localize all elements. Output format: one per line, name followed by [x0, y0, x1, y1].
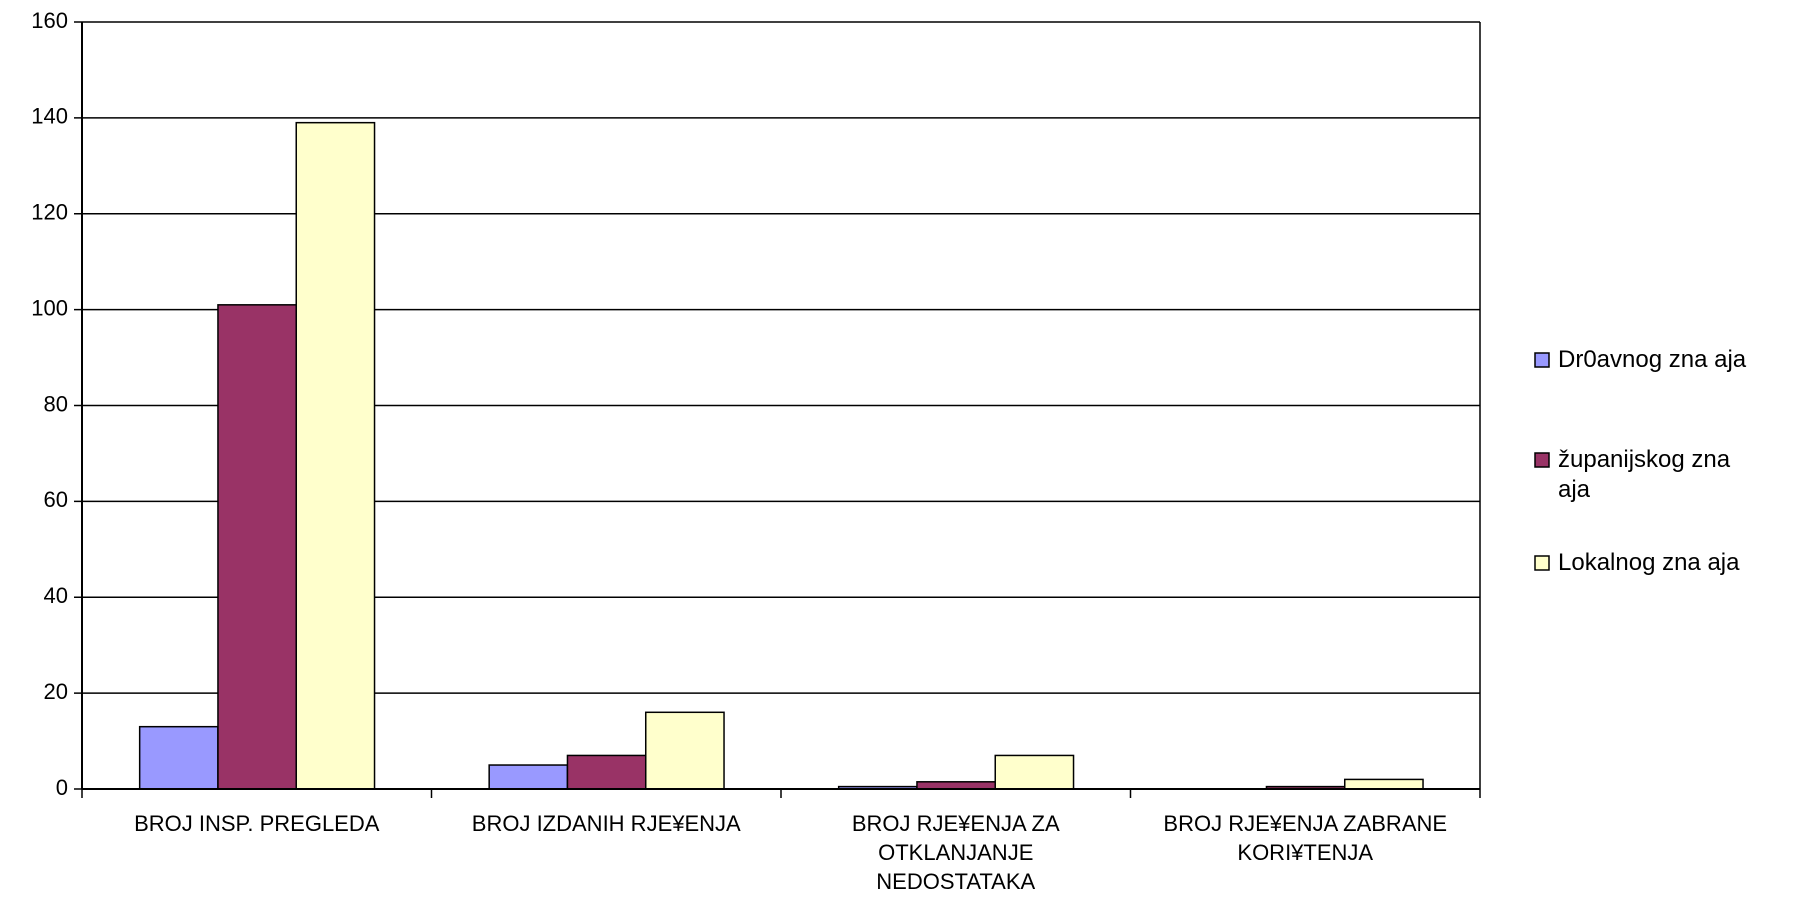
bar — [566, 754, 647, 790]
y-tick-label: 160 — [31, 8, 68, 33]
legend-label: županijskog zna aja — [1558, 446, 1731, 503]
bar — [644, 711, 725, 790]
y-tick-label: 60 — [44, 487, 68, 512]
y-tick-label: 40 — [44, 583, 68, 608]
x-tick-label: BROJ RJE¥ENJA ZABRANE KORI¥TENJA — [1163, 811, 1448, 865]
bar — [916, 781, 996, 790]
y-tick-label: 80 — [44, 391, 68, 416]
y-tick-label: 0 — [56, 775, 68, 800]
bar — [1343, 778, 1424, 790]
y-tick-label: 100 — [31, 295, 68, 320]
x-tick-label: BROJ RJE¥ENJA ZA OTKLANJANJE NEDOSTATAKA — [851, 811, 1060, 894]
bar — [488, 764, 569, 790]
bar — [217, 304, 297, 790]
legend-swatch — [1534, 452, 1550, 468]
y-tick-label: 140 — [31, 104, 68, 129]
y-tick-label: 120 — [31, 200, 68, 225]
bar — [994, 754, 1075, 790]
x-tick-label: BROJ IZDANIH RJE¥ENJA — [471, 811, 741, 836]
x-tick-label: BROJ INSP. PREGLEDA — [134, 811, 380, 836]
bar — [138, 725, 219, 790]
legend-label: Dr0avnog zna aja — [1558, 346, 1747, 373]
legend-swatch — [1534, 352, 1550, 368]
y-tick-label: 20 — [44, 679, 68, 704]
legend-swatch — [1534, 555, 1550, 571]
legend-label: Lokalnog zna aja — [1558, 549, 1740, 576]
bar — [295, 121, 376, 790]
